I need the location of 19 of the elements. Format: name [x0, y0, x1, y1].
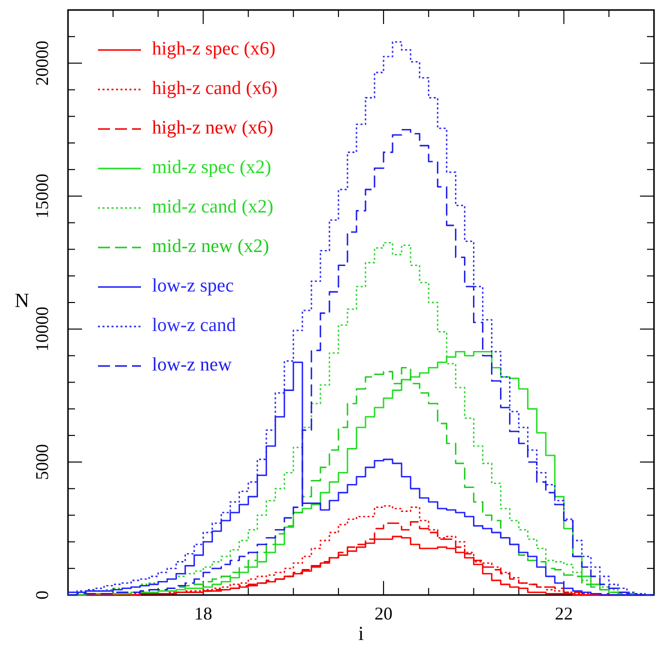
- legend-label: low-z new: [152, 354, 232, 376]
- legend-label: mid-z new (x2): [152, 236, 270, 257]
- y-tick-label: 5000: [32, 444, 52, 480]
- legend-label: high-z cand (x6): [152, 78, 278, 99]
- legend-label: high-z new (x6): [152, 117, 274, 138]
- legend-label: low-z cand: [152, 314, 236, 336]
- x-tick-label: 20: [374, 604, 393, 624]
- y-tick-label: 10000: [32, 306, 52, 352]
- y-tick-label: 0: [32, 590, 52, 600]
- x-tick-label: 22: [554, 604, 573, 624]
- y-tick-label: 20000: [32, 40, 52, 86]
- x-tick-label: 18: [194, 604, 212, 624]
- legend-label: low-z spec: [152, 275, 234, 296]
- y-axis-title: N: [14, 290, 30, 312]
- y-tick-label: 15000: [32, 174, 52, 219]
- legend-label: mid-z cand (x2): [152, 196, 274, 218]
- legend-label: high-z spec (x6): [152, 38, 276, 60]
- legend-label: mid-z spec (x2): [152, 156, 272, 178]
- x-axis-title: i: [358, 623, 364, 645]
